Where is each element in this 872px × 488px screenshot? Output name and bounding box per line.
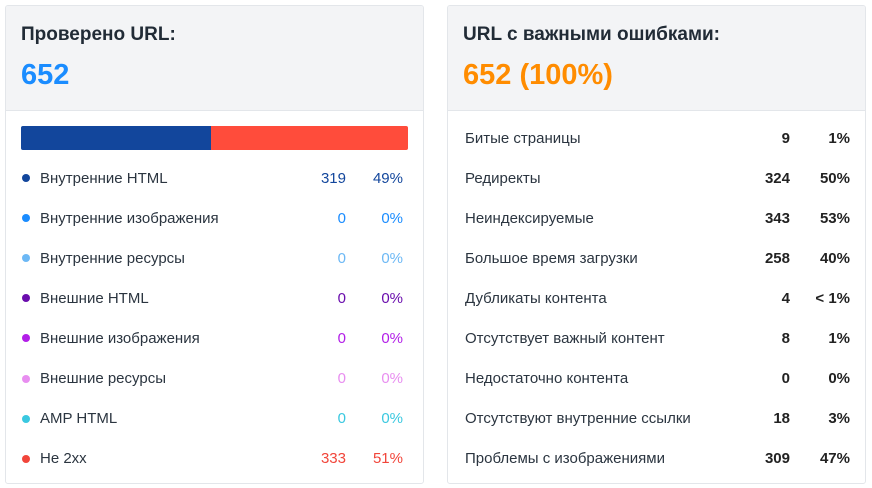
legend-dot-icon	[22, 254, 30, 263]
error-type-list: Битые страницы 9 1% Редиректы 324 50% Неиндекс…	[465, 118, 850, 479]
url-type-label: Внешние ресурсы	[40, 370, 166, 388]
url-type-percent: 0%	[381, 329, 403, 347]
error-type-count[interactable]: 9	[781, 129, 790, 147]
url-type-row[interactable]: Внутренние ресурсы 0 0%	[21, 238, 403, 278]
error-type-label: Неиндексируемые	[465, 209, 594, 227]
error-type-label: Проблемы с изображениями	[465, 450, 665, 468]
url-type-label: Внешние HTML	[40, 289, 149, 307]
critical-errors-count[interactable]: 652 (100%)	[463, 59, 613, 91]
critical-errors-card: URL с важными ошибками: 652 (100%) Битые…	[447, 5, 866, 484]
legend-dot-icon	[22, 454, 30, 463]
error-type-percent: 0%	[828, 370, 850, 388]
error-type-count[interactable]: 309	[764, 450, 790, 468]
crawled-urls-card: Проверено URL: 652 Внутренние HTML 319 49%…	[5, 5, 424, 484]
error-type-count[interactable]: 324	[764, 169, 790, 187]
legend-dot-icon	[22, 374, 30, 383]
url-type-label: Внутренние HTML	[40, 169, 168, 187]
url-type-label: Не 2xx	[40, 450, 87, 468]
url-type-list: Внутренние HTML 319 49% Внутренние изображе…	[21, 158, 403, 479]
error-type-row[interactable]: Отсутствуют внутренние ссылки 18 3%	[465, 399, 850, 439]
error-type-row[interactable]: Дубликаты контента 4 < 1%	[465, 278, 850, 318]
error-type-row[interactable]: Неиндексируемые 343 53%	[465, 198, 850, 238]
url-type-label: AMP HTML	[40, 410, 118, 428]
error-type-row[interactable]: Большое время загрузки 258 40%	[465, 238, 850, 278]
error-type-label: Редиректы	[465, 169, 541, 187]
error-type-percent: 1%	[828, 330, 850, 348]
error-type-label: Отсутствуют внутренние ссылки	[465, 410, 691, 428]
error-type-count[interactable]: 258	[764, 249, 790, 267]
error-type-count[interactable]: 343	[764, 209, 790, 227]
legend-dot-icon	[22, 294, 30, 303]
url-type-row[interactable]: Внешние изображения 0 0%	[21, 318, 403, 358]
critical-errors-header: URL с важными ошибками: 652 (100%)	[448, 6, 865, 111]
error-type-label: Битые страницы	[465, 129, 581, 147]
critical-errors-title: URL с важными ошибками:	[463, 24, 721, 45]
error-type-percent: 3%	[828, 410, 850, 428]
url-type-percent: 0%	[381, 289, 403, 307]
error-type-count[interactable]: 4	[781, 289, 790, 307]
error-type-label: Недостаточно контента	[465, 370, 629, 388]
url-type-percent: 51%	[372, 450, 403, 468]
url-type-row[interactable]: Внутренние изображения 0 0%	[21, 198, 403, 238]
url-type-label: Внутренние изображения	[40, 209, 219, 227]
error-type-count[interactable]: 8	[781, 330, 790, 348]
url-type-row[interactable]: Внешние HTML 0 0%	[21, 278, 403, 318]
url-type-count[interactable]: 333	[320, 450, 346, 468]
bar-segment-internal-html[interactable]	[21, 126, 211, 150]
url-distribution-bar[interactable]	[21, 126, 408, 150]
url-type-percent: 49%	[372, 169, 403, 187]
error-type-row[interactable]: Проблемы с изображениями 309 47%	[465, 439, 850, 479]
error-type-percent: 1%	[828, 129, 850, 147]
url-type-row[interactable]: Внутренние HTML 319 49%	[21, 158, 403, 198]
url-type-count[interactable]: 0	[337, 209, 346, 227]
error-type-row[interactable]: Недостаточно контента 0 0%	[465, 359, 850, 399]
crawled-urls-title: Проверено URL:	[21, 24, 176, 45]
error-type-percent: 40%	[819, 249, 850, 267]
url-type-row[interactable]: Внешние ресурсы 0 0%	[21, 358, 403, 398]
url-type-count[interactable]: 0	[337, 410, 346, 428]
error-type-percent: 47%	[819, 450, 850, 468]
legend-dot-icon	[22, 214, 30, 223]
bar-segment-non-2xx[interactable]	[210, 126, 408, 150]
url-type-row[interactable]: Не 2xx 333 51%	[21, 439, 403, 479]
error-type-label: Отсутствует важный контент	[465, 330, 665, 348]
error-type-percent: 53%	[819, 209, 850, 227]
url-type-count[interactable]: 0	[337, 289, 346, 307]
error-type-percent: < 1%	[815, 289, 850, 307]
error-type-row[interactable]: Редиректы 324 50%	[465, 158, 850, 198]
crawled-urls-header: Проверено URL: 652	[6, 6, 423, 111]
url-type-count[interactable]: 0	[337, 249, 346, 267]
url-type-count[interactable]: 319	[320, 169, 346, 187]
url-type-label: Внутренние ресурсы	[40, 249, 185, 267]
url-type-label: Внешние изображения	[40, 329, 200, 347]
url-type-count[interactable]: 0	[337, 370, 346, 388]
url-type-percent: 0%	[381, 249, 403, 267]
legend-dot-icon	[22, 414, 30, 423]
error-type-label: Большое время загрузки	[465, 249, 638, 267]
error-type-label: Дубликаты контента	[465, 289, 607, 307]
error-type-percent: 50%	[819, 169, 850, 187]
url-type-percent: 0%	[381, 209, 403, 227]
crawled-urls-count[interactable]: 652	[21, 59, 70, 91]
url-type-count[interactable]: 0	[337, 329, 346, 347]
error-type-count[interactable]: 0	[781, 370, 790, 388]
error-type-count[interactable]: 18	[773, 410, 790, 428]
url-type-percent: 0%	[381, 410, 403, 428]
error-type-row[interactable]: Битые страницы 9 1%	[465, 118, 850, 158]
legend-dot-icon	[22, 334, 30, 343]
url-type-percent: 0%	[381, 370, 403, 388]
error-type-row[interactable]: Отсутствует важный контент 8 1%	[465, 318, 850, 358]
legend-dot-icon	[22, 174, 30, 183]
url-type-row[interactable]: AMP HTML 0 0%	[21, 399, 403, 439]
